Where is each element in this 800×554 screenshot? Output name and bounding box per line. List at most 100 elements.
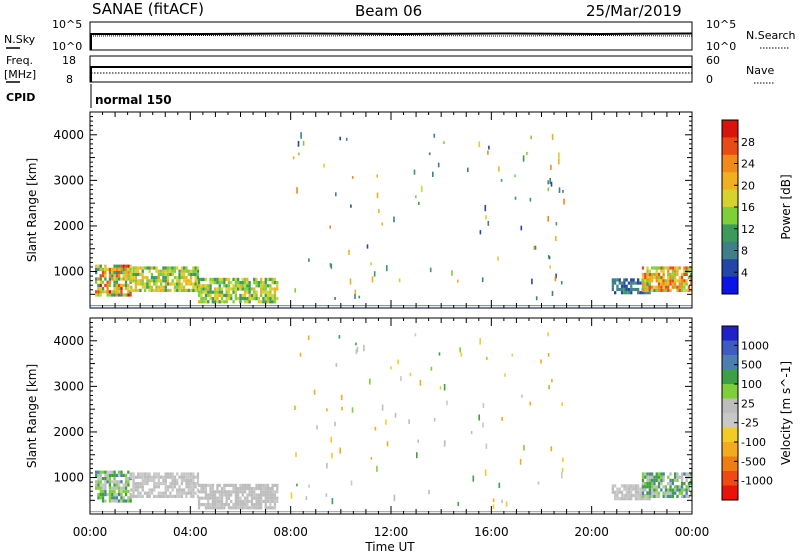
data-cell	[95, 280, 98, 284]
data-cell	[630, 291, 633, 295]
data-cell	[148, 491, 151, 495]
data-cell	[264, 297, 267, 301]
data-cell	[113, 283, 116, 287]
data-cell	[189, 478, 193, 482]
data-cell	[132, 485, 135, 489]
data-cell	[685, 485, 688, 489]
data-cell	[197, 483, 201, 487]
data-cell	[173, 285, 177, 289]
data-cell	[651, 478, 654, 482]
data-cell	[211, 499, 214, 503]
data-cell	[176, 276, 179, 280]
data-cell	[687, 288, 691, 292]
data-cell	[146, 482, 149, 486]
data-cell	[248, 287, 251, 291]
data-cell	[269, 499, 272, 503]
data-cell	[153, 288, 156, 292]
colorbar-swatch	[722, 413, 738, 428]
data-cell	[255, 487, 258, 491]
data-cell	[623, 281, 626, 285]
freq-tick-top: 18	[62, 54, 76, 67]
data-cell	[197, 503, 201, 507]
data-cell	[150, 276, 154, 280]
data-cell	[623, 278, 626, 282]
data-cell	[166, 485, 170, 489]
data-cell	[214, 281, 217, 285]
data-cell	[134, 276, 137, 280]
data-cell	[220, 503, 224, 507]
scatter-echo	[313, 389, 316, 395]
data-cell	[625, 484, 628, 488]
data-cell	[118, 264, 121, 268]
data-cell	[653, 485, 656, 489]
scatter-echo	[520, 225, 523, 231]
data-cell	[644, 475, 647, 479]
data-cell	[101, 267, 105, 271]
data-cell	[657, 285, 661, 289]
data-cell	[680, 475, 684, 479]
station-title: SANAE (fitACF)	[92, 0, 204, 18]
data-cell	[122, 274, 125, 278]
data-cell	[262, 499, 265, 503]
data-cell	[243, 281, 247, 285]
data-cell	[220, 287, 224, 291]
data-cell	[157, 279, 160, 283]
data-cell	[614, 291, 617, 295]
data-cell	[232, 483, 235, 487]
data-cell	[108, 277, 112, 281]
data-cell	[683, 269, 686, 273]
data-cell	[95, 293, 98, 297]
data-cell	[657, 279, 661, 283]
data-cell	[260, 284, 263, 288]
data-cell	[106, 280, 109, 284]
data-cell	[204, 506, 208, 510]
data-cell	[157, 472, 160, 476]
data-cell	[115, 473, 118, 477]
data-cell	[273, 503, 277, 507]
data-cell	[99, 277, 102, 281]
data-cell	[227, 287, 231, 291]
data-cell	[260, 277, 263, 281]
data-cell	[101, 477, 105, 481]
data-cell	[220, 293, 224, 297]
data-cell	[216, 290, 219, 294]
data-cell	[99, 290, 102, 294]
data-cell	[211, 300, 214, 304]
data-cell	[148, 494, 151, 498]
data-cell	[674, 272, 677, 276]
data-cell	[276, 499, 279, 503]
data-cell	[101, 274, 105, 278]
data-cell	[237, 284, 240, 288]
data-cell	[253, 503, 256, 507]
data-cell	[225, 290, 228, 294]
data-cell	[664, 485, 668, 489]
scatter-echo	[492, 504, 495, 509]
data-cell	[623, 287, 626, 292]
scatter-echo	[386, 265, 388, 272]
power-colorbar-label: Power [dB]	[779, 174, 793, 239]
data-cell	[120, 493, 123, 497]
data-cell	[132, 478, 135, 482]
data-cell	[202, 490, 205, 494]
data-cell	[204, 284, 208, 288]
data-cell	[164, 269, 167, 273]
scatter-echo	[555, 222, 558, 226]
data-cell	[130, 276, 133, 280]
y-tick-label: 1000	[53, 265, 84, 279]
data-cell	[225, 277, 228, 281]
y-tick-label: 2000	[53, 425, 84, 439]
scatter-echo	[521, 394, 523, 398]
cpid-value: normal 150	[95, 93, 172, 107]
data-cell	[108, 493, 112, 497]
data-cell	[676, 475, 679, 479]
nsearch-tick-top: 10^5	[706, 18, 736, 31]
data-cell	[139, 482, 142, 486]
colorbar-tick-label: -25	[741, 417, 759, 430]
data-cell	[614, 281, 617, 285]
data-cell	[216, 277, 219, 281]
data-cell	[239, 503, 242, 507]
data-cell	[643, 497, 647, 501]
data-cell	[99, 274, 102, 278]
scatter-echo	[551, 133, 554, 141]
data-cell	[641, 272, 645, 276]
